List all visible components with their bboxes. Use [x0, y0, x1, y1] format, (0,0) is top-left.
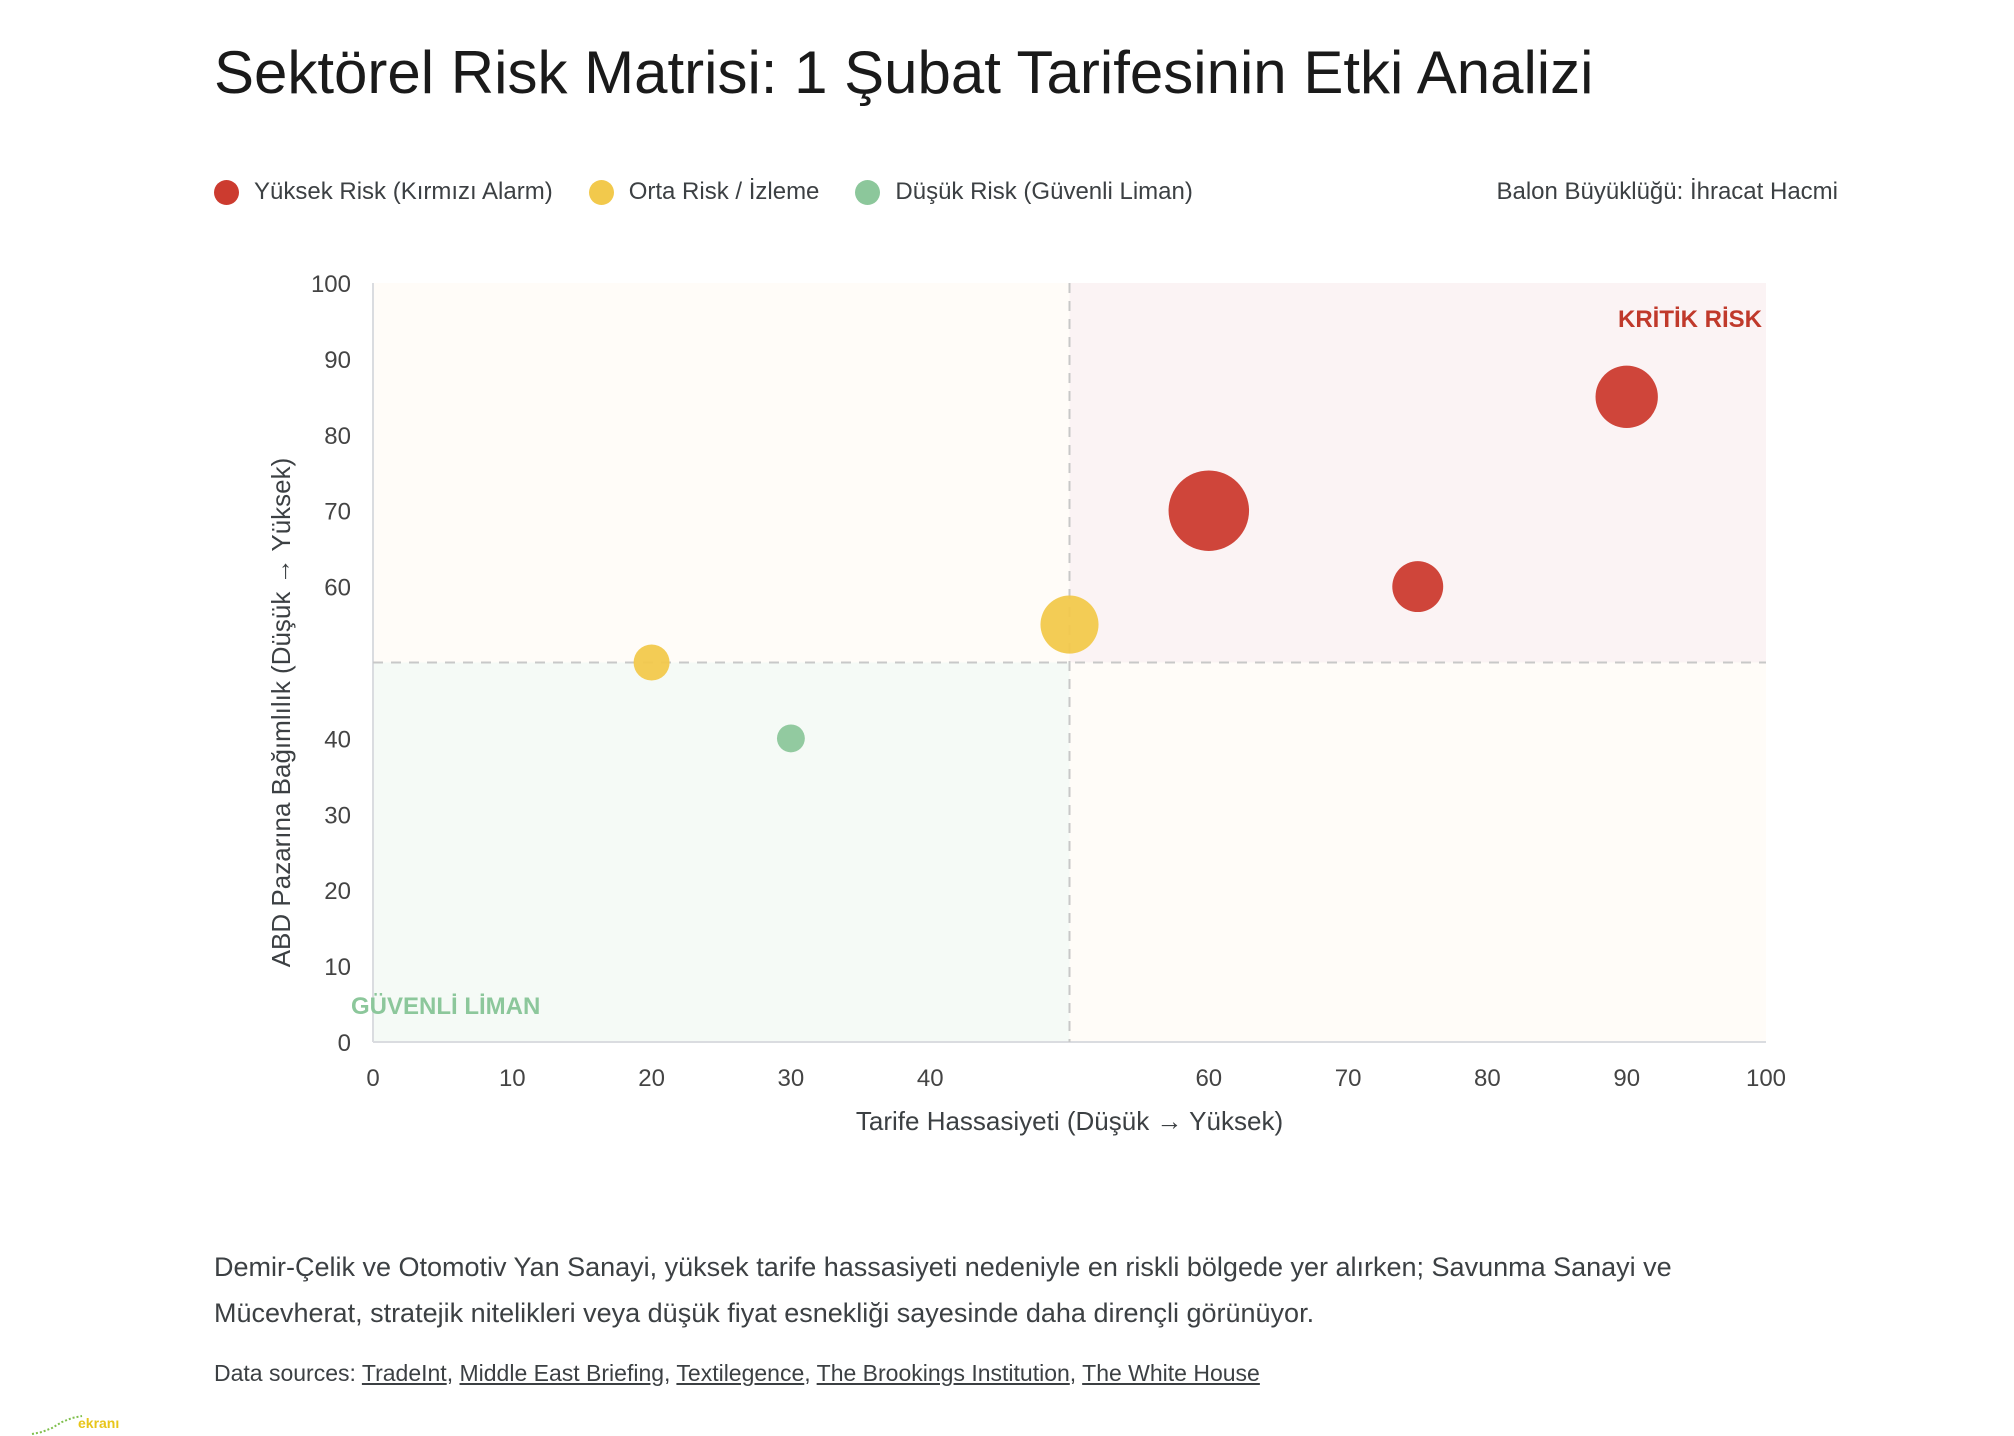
- quadrant-bottom-right: [1069, 662, 1766, 1042]
- logo-wordmark: ekranı: [78, 1415, 119, 1431]
- x-tick-label: 60: [1195, 1065, 1222, 1092]
- bubble-high-risk: [1392, 561, 1444, 613]
- x-tick-label: 0: [366, 1065, 379, 1092]
- x-tick-label: 70: [1335, 1065, 1362, 1092]
- data-sources: Data sources: TradeInt, Middle East Brie…: [214, 1360, 1260, 1386]
- y-tick-label: 10: [324, 954, 351, 981]
- legend-label-medium-risk: Orta Risk / İzleme: [628, 178, 820, 205]
- bubble-medium-risk: [1040, 595, 1099, 654]
- y-tick-label: 60: [324, 575, 351, 602]
- quadrant-safe-harbor: [373, 662, 1070, 1042]
- y-tick-label: 30: [324, 802, 351, 829]
- y-tick-label: 0: [338, 1030, 351, 1057]
- y-tick-label: 90: [324, 347, 351, 374]
- bubble-size-note: Balon Büyüklüğü: İhracat Hacmi: [1496, 178, 1838, 205]
- x-tick-label: 20: [638, 1065, 665, 1092]
- summary-text: Demir-Çelik ve Otomotiv Yan Sanayi, yüks…: [214, 1252, 1672, 1328]
- source-link-textilegence[interactable]: Textilegence: [676, 1360, 805, 1386]
- bubble-high-risk: [1595, 365, 1658, 429]
- x-tick-label: 100: [1746, 1065, 1786, 1092]
- zone-label-safe-harbor: GÜVENLİ LİMAN: [351, 993, 540, 1020]
- x-tick-label: 80: [1474, 1065, 1501, 1092]
- legend-item-high-risk: Yüksek Risk (Kırmızı Alarm): [214, 178, 553, 206]
- x-axis-label: Tarife Hassasiyeti (Düşük → Yüksek): [856, 1106, 1283, 1136]
- x-tick-label: 40: [917, 1065, 944, 1092]
- y-tick-label: 40: [324, 726, 351, 753]
- y-tick-label: 20: [324, 878, 351, 905]
- risk-matrix-chart: 0 10 20 30 40 60 70 80 90 100 0 10 20 30 40 60 70 80 90 100…: [266, 271, 1786, 1136]
- y-tick-label: 70: [324, 499, 351, 526]
- bubble-low-risk: [776, 724, 805, 753]
- x-tick-label: 10: [499, 1065, 526, 1092]
- legend-swatch-high-risk: [214, 179, 239, 205]
- legend-swatch-medium-risk: [588, 179, 614, 205]
- source-link-white-house[interactable]: The White House: [1082, 1360, 1260, 1386]
- quadrant-top-left: [373, 283, 1070, 663]
- sources-prefix: Data sources:: [214, 1360, 356, 1386]
- bubble-high-risk: [1168, 470, 1250, 551]
- legend: Yüksek Risk (Kırmızı Alarm) Orta Risk / …: [214, 172, 1838, 212]
- y-axis-label: ABD Pazarına Bağımlılık (Düşük → Yüksek): [266, 458, 296, 968]
- legend-label-low-risk: Düşük Risk (Güvenli Liman): [895, 178, 1193, 205]
- legend-label-high-risk: Yüksek Risk (Kırmızı Alarm): [254, 178, 553, 205]
- legend-swatch-low-risk: [855, 179, 881, 205]
- y-tick-label: 80: [324, 423, 351, 450]
- chart-title: Sektörel Risk Matrisi: 1 Şubat Tarifesin…: [214, 39, 1594, 106]
- legend-item-medium-risk: Orta Risk / İzleme: [588, 178, 820, 206]
- zone-label-critical-risk: KRİTİK RİSK: [1618, 306, 1763, 333]
- brand-logo: ekranı: [31, 1415, 119, 1435]
- x-tick-label: 90: [1613, 1065, 1640, 1092]
- source-link-tradeint[interactable]: TradeInt: [361, 1360, 447, 1386]
- source-link-brookings[interactable]: The Brookings Institution: [816, 1360, 1070, 1386]
- x-tick-label: 30: [778, 1065, 805, 1092]
- legend-item-low-risk: Düşük Risk (Güvenli Liman): [855, 178, 1193, 206]
- bubble-medium-risk: [633, 644, 670, 681]
- y-tick-label: 100: [311, 271, 351, 298]
- source-link-middle-east-briefing[interactable]: Middle East Briefing: [459, 1360, 665, 1386]
